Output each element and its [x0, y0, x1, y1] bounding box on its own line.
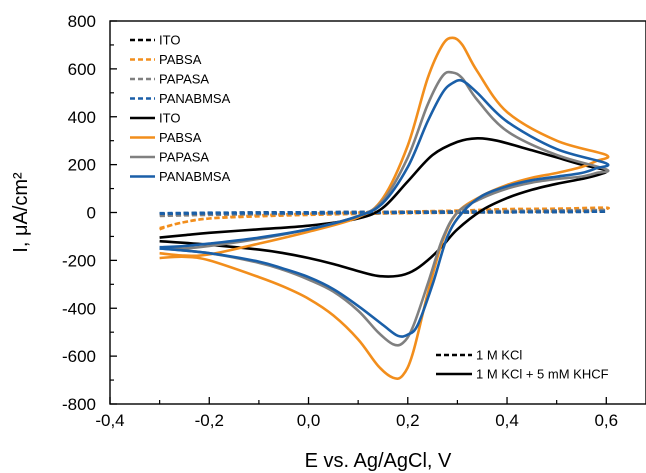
legend-item-label: PANABMSA [159, 169, 231, 184]
plot-curves [159, 36, 610, 380]
legend-series: ITO PABSA PAPASA PANABMSA ITO PABSA PAPASA PANA… [130, 33, 231, 184]
y-tick-label: 200 [68, 156, 96, 175]
x-axis: -0,4 -0,2 0,0 0,2 0,4 0,6 [95, 397, 618, 430]
y-axis-title: I, μA/cm² [10, 172, 32, 253]
y-tick-label: 800 [68, 12, 96, 31]
y-tick-label: -600 [62, 347, 96, 366]
y-tick-label: 0 [87, 204, 96, 223]
y-axis: -800 -600 -400 -200 0 200 400 600 800 [62, 12, 117, 414]
series-line-pabsa-kcl [159, 206, 610, 231]
legend2-item-label: 1 M KCl [476, 348, 522, 363]
series-line-pabsa-khcf [159, 36, 610, 380]
y-tick-label: 400 [68, 108, 96, 127]
series-line-panabmsa-kcl [159, 210, 608, 215]
x-tick-label: -0,4 [95, 411, 124, 430]
legend2-item-label: 1 M KCl + 5 mM KHCF [476, 367, 609, 382]
legend-item-label: PABSA [159, 130, 202, 145]
y-tick-label: -400 [62, 299, 96, 318]
legend-item-label: PAPASA [159, 150, 209, 165]
legend-item-label: PANABMSA [159, 91, 231, 106]
y-tick-label: -200 [62, 251, 96, 270]
legend-item-label: ITO [159, 33, 180, 48]
y-tick-label: 600 [68, 60, 96, 79]
x-tick-label: 0,2 [396, 411, 420, 430]
series-line-ito-khcf [159, 136, 609, 278]
legend-item-label: PABSA [159, 52, 202, 67]
legend-item-label: PAPASA [159, 72, 209, 87]
x-axis-title: E vs. Ag/AgCl, V [305, 450, 452, 472]
x-tick-label: -0,2 [195, 411, 224, 430]
legend-item-label: ITO [159, 111, 180, 126]
x-tick-label: 0,0 [297, 411, 321, 430]
x-tick-label: 0,4 [495, 411, 519, 430]
series-line-panabmsa-khcf [159, 78, 610, 338]
series-line-papasa-khcf [159, 70, 610, 347]
legend-electrolyte: 1 M KCl 1 M KCl + 5 mM KHCF [436, 348, 609, 382]
y-tick-label: -800 [62, 395, 96, 414]
x-tick-label: 0,6 [594, 411, 618, 430]
